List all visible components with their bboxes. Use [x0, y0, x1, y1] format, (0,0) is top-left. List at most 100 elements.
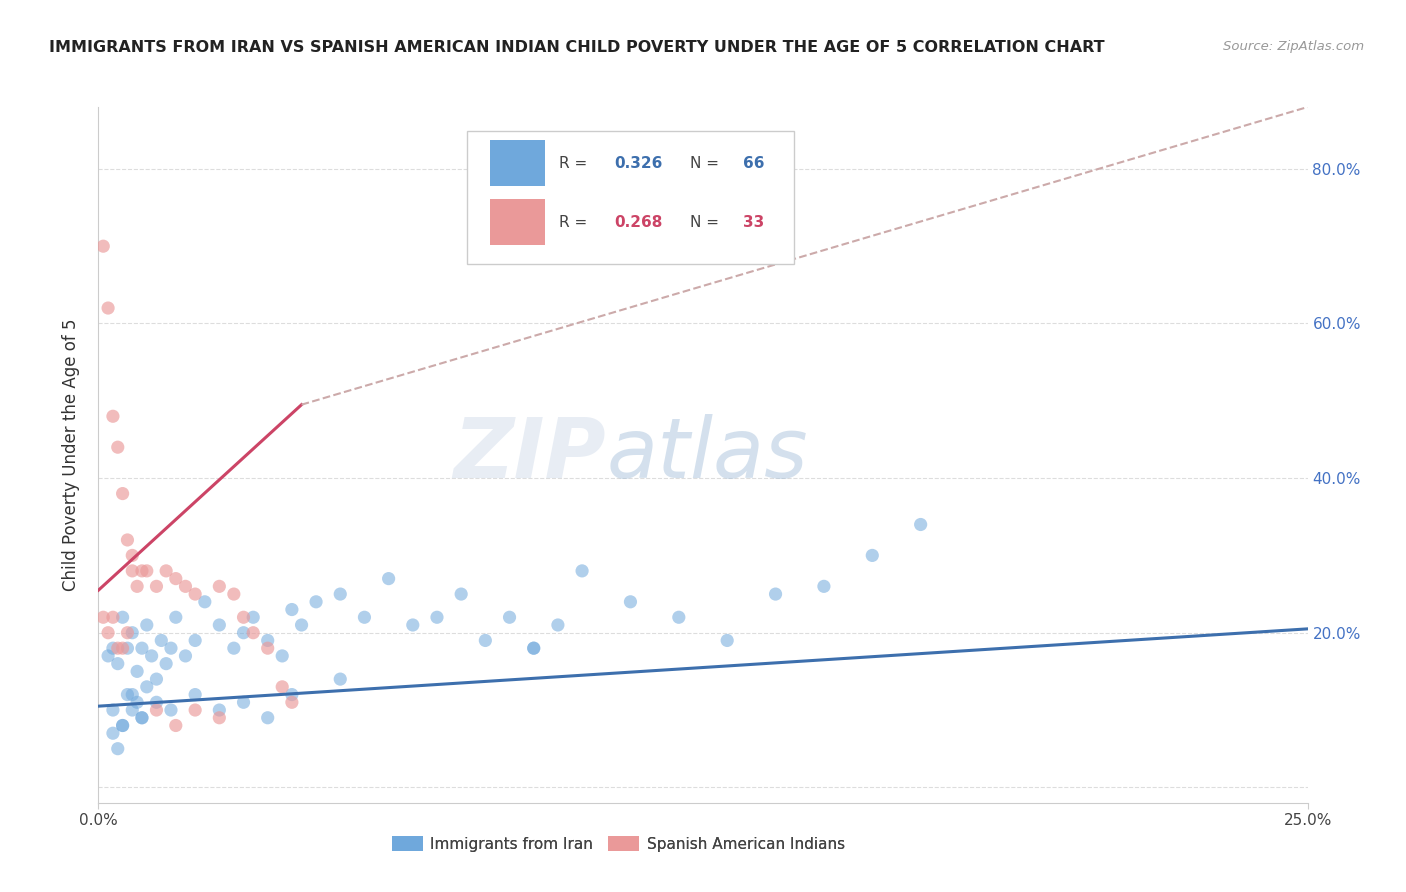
Point: [765, 587, 787, 601]
Point: [127, 665, 149, 679]
Point: [305, 595, 328, 609]
Point: [107, 741, 129, 756]
Point: [474, 633, 496, 648]
Point: [281, 688, 304, 702]
Point: [256, 711, 278, 725]
Point: [121, 549, 143, 563]
Point: [910, 517, 932, 532]
Point: [222, 641, 245, 656]
Point: [111, 718, 134, 732]
Point: [111, 610, 134, 624]
Point: [155, 564, 177, 578]
Point: [117, 533, 139, 547]
Text: IMMIGRANTS FROM IRAN VS SPANISH AMERICAN INDIAN CHILD POVERTY UNDER THE AGE OF 5: IMMIGRANTS FROM IRAN VS SPANISH AMERICAN…: [49, 40, 1105, 55]
Point: [117, 688, 139, 702]
FancyBboxPatch shape: [491, 140, 544, 186]
Point: [131, 711, 153, 725]
Point: [232, 610, 254, 624]
Point: [184, 703, 207, 717]
Point: [668, 610, 690, 624]
Point: [208, 579, 231, 593]
Point: [165, 572, 187, 586]
Point: [242, 610, 264, 624]
Point: [256, 641, 278, 656]
Point: [145, 695, 167, 709]
Point: [145, 579, 167, 593]
Point: [135, 618, 157, 632]
Point: [222, 587, 245, 601]
Point: [450, 587, 472, 601]
Text: 66: 66: [742, 156, 765, 171]
Y-axis label: Child Poverty Under the Age of 5: Child Poverty Under the Age of 5: [62, 318, 80, 591]
Point: [101, 703, 124, 717]
Point: [135, 680, 157, 694]
Point: [290, 618, 312, 632]
Point: [141, 648, 163, 663]
Point: [107, 657, 129, 671]
Point: [121, 564, 143, 578]
Text: R =: R =: [560, 156, 592, 171]
Point: [145, 703, 167, 717]
Text: ZIP: ZIP: [454, 415, 606, 495]
Text: Source: ZipAtlas.com: Source: ZipAtlas.com: [1223, 40, 1364, 54]
Point: [571, 564, 593, 578]
Point: [174, 579, 197, 593]
Point: [111, 718, 134, 732]
Text: atlas: atlas: [606, 415, 808, 495]
Point: [155, 657, 177, 671]
Point: [547, 618, 569, 632]
Point: [860, 549, 883, 563]
Point: [91, 610, 114, 624]
Point: [619, 595, 641, 609]
Point: [107, 641, 129, 656]
Text: R =: R =: [560, 215, 592, 230]
Point: [117, 625, 139, 640]
Point: [256, 633, 278, 648]
Point: [208, 711, 231, 725]
Point: [101, 726, 124, 740]
Text: 33: 33: [742, 215, 763, 230]
Point: [101, 641, 124, 656]
Point: [271, 680, 294, 694]
Point: [145, 672, 167, 686]
Point: [107, 440, 129, 454]
Point: [131, 711, 153, 725]
Point: [97, 301, 120, 315]
Point: [111, 486, 134, 500]
Text: 0.268: 0.268: [614, 215, 664, 230]
Point: [131, 564, 153, 578]
Point: [813, 579, 835, 593]
Point: [135, 564, 157, 578]
Point: [208, 703, 231, 717]
Legend: Immigrants from Iran, Spanish American Indians: Immigrants from Iran, Spanish American I…: [385, 830, 851, 858]
Point: [121, 688, 143, 702]
Point: [165, 718, 187, 732]
Point: [101, 409, 124, 424]
Point: [329, 587, 352, 601]
Point: [281, 602, 304, 616]
Point: [97, 648, 120, 663]
Point: [242, 625, 264, 640]
Point: [194, 595, 217, 609]
Point: [165, 610, 187, 624]
Point: [232, 695, 254, 709]
Point: [127, 695, 149, 709]
Point: [208, 618, 231, 632]
Point: [121, 625, 143, 640]
Point: [127, 579, 149, 593]
Point: [402, 618, 425, 632]
Point: [426, 610, 449, 624]
Point: [184, 633, 207, 648]
Point: [111, 641, 134, 656]
FancyBboxPatch shape: [491, 199, 544, 244]
Point: [121, 703, 143, 717]
Point: [131, 641, 153, 656]
Point: [353, 610, 375, 624]
Point: [101, 610, 124, 624]
Point: [716, 633, 738, 648]
Point: [377, 572, 399, 586]
Point: [523, 641, 546, 656]
Point: [150, 633, 173, 648]
Text: 0.326: 0.326: [614, 156, 664, 171]
Point: [184, 688, 207, 702]
